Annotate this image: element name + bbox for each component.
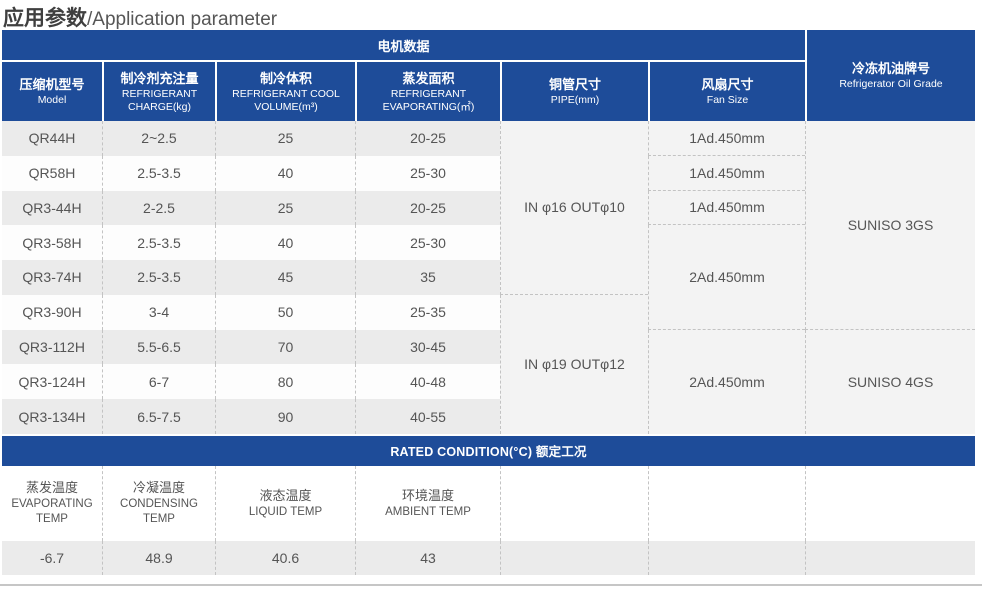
fan-cell: 1Ad.450mm	[648, 190, 805, 226]
evaporating-cell: 25-30	[355, 155, 500, 191]
page-title-en: /Application parameter	[87, 9, 278, 30]
charge-cell: 2.5-3.5	[102, 155, 215, 191]
rated-header-empty	[805, 465, 975, 541]
table-header: 电机数据 冷冻机油牌号 Refrigerator Oil Grade 压缩机型号…	[2, 30, 975, 121]
col-header-charge-en: REFRIGERANT CHARGE(kg)	[121, 87, 198, 113]
rated-header-liquid: 液态温度 LIQUID TEMP	[215, 465, 355, 541]
charge-cell: 2~2.5	[102, 121, 215, 156]
col-header-evaporating: 蒸发面积 REFRIGERANT EVAPORATING(㎡)	[355, 60, 500, 121]
model-cell: QR3-134H	[2, 399, 102, 434]
rated-condition-banner: RATED CONDITION(°C) 额定工况	[2, 433, 975, 466]
oil-grade-cell-group2: SUNISO 4GS	[805, 329, 975, 434]
volume-cell: 45	[215, 260, 355, 295]
fan-cell: 1Ad.450mm	[648, 121, 805, 156]
rated-header-ambient-en: AMBIENT TEMP	[385, 505, 471, 518]
evaporating-cell: 35	[355, 260, 500, 295]
volume-cell: 70	[215, 329, 355, 365]
volume-cell: 25	[215, 190, 355, 226]
rated-header-empty	[500, 465, 648, 541]
charge-cell: 3-4	[102, 294, 215, 330]
col-header-volume-zh: 制冷体积	[259, 70, 312, 86]
evaporating-cell: 25-30	[355, 225, 500, 261]
rated-value-empty	[648, 540, 805, 575]
evaporating-cell: 25-35	[355, 294, 500, 330]
rated-value-liquid: 40.6	[215, 540, 355, 575]
fan-cell-group1: 2Ad.450mm	[648, 225, 805, 330]
rated-header-evaporating: 蒸发温度 EVAPORATING TEMP	[2, 465, 102, 541]
model-cell: QR3-44H	[2, 190, 102, 226]
pipe-cell-group2: IN φ19 OUTφ12	[500, 294, 648, 434]
volume-cell: 25	[215, 121, 355, 156]
col-header-model-zh: 压缩机型号	[19, 77, 85, 92]
rated-header-condensing-zh: 冷凝温度	[132, 480, 185, 496]
col-header-evaporating-en: REFRIGERANT EVAPORATING(㎡)	[382, 87, 475, 113]
col-header-charge: 制冷剂充注量 REFRIGERANT CHARGE(kg)	[102, 60, 215, 121]
col-header-evaporating-zh: 蒸发面积	[402, 70, 455, 86]
rated-header-evaporating-zh: 蒸发温度	[25, 480, 78, 496]
col-header-fan: 风扇尺寸 Fan Size	[648, 60, 805, 121]
motor-data-group-header: 电机数据	[377, 38, 430, 54]
charge-cell: 6-7	[102, 364, 215, 400]
rated-condition-table: 蒸发温度 EVAPORATING TEMP 冷凝温度 CONDENSING TE…	[2, 465, 975, 575]
evaporating-cell: 30-45	[355, 329, 500, 365]
evaporating-cell: 20-25	[355, 190, 500, 226]
rated-header-condensing: 冷凝温度 CONDENSING TEMP	[102, 465, 215, 541]
charge-cell: 6.5-7.5	[102, 399, 215, 434]
rated-value-ambient: 43	[355, 540, 500, 575]
charge-cell: 5.5-6.5	[102, 329, 215, 365]
charge-cell: 2.5-3.5	[102, 260, 215, 295]
rated-header-liquid-en: LIQUID TEMP	[248, 505, 323, 518]
col-header-model: 压缩机型号 Model	[2, 60, 102, 121]
pipe-cell-group1: IN φ16 OUTφ10	[500, 121, 648, 295]
volume-cell: 50	[215, 294, 355, 330]
rated-header-ambient-zh: 环境温度	[401, 487, 454, 503]
application-parameter-table: 电机数据 冷冻机油牌号 Refrigerator Oil Grade 压缩机型号…	[2, 30, 975, 575]
col-header-pipe-en: PIPE(mm)	[550, 94, 600, 106]
model-cell: QR3-90H	[2, 294, 102, 330]
model-cell: QR44H	[2, 121, 102, 156]
model-cell: QR3-112H	[2, 329, 102, 365]
evaporating-cell: 40-48	[355, 364, 500, 400]
volume-cell: 90	[215, 399, 355, 434]
rated-value-condensing: 48.9	[102, 540, 215, 575]
col-header-fan-zh: 风扇尺寸	[701, 77, 754, 92]
rated-value-empty	[500, 540, 648, 575]
evaporating-cell: 40-55	[355, 399, 500, 434]
volume-cell: 40	[215, 225, 355, 261]
volume-cell: 40	[215, 155, 355, 191]
model-cell: QR58H	[2, 155, 102, 191]
col-header-fan-en: Fan Size	[706, 94, 749, 106]
charge-cell: 2.5-3.5	[102, 225, 215, 261]
col-header-model-en: Model	[37, 94, 67, 106]
model-cell: QR3-124H	[2, 364, 102, 400]
page-title-zh: 应用参数	[3, 7, 87, 30]
charge-cell: 2-2.5	[102, 190, 215, 226]
table-body: QR44H 2~2.5 25 20-25 QR58H 2.5-3.5 40 25…	[2, 121, 975, 434]
rated-value-evaporating: -6.7	[2, 540, 102, 575]
volume-cell: 80	[215, 364, 355, 400]
page-title: 应用参数/Application parameter	[0, 0, 982, 30]
fan-cell-group2: 2Ad.450mm	[648, 329, 805, 434]
fan-cell: 1Ad.450mm	[648, 155, 805, 191]
col-header-oil-zh: 冷冻机油牌号	[851, 61, 930, 76]
model-cell: QR3-74H	[2, 260, 102, 295]
model-cell: QR3-58H	[2, 225, 102, 261]
rated-value-empty	[805, 540, 975, 575]
rated-header-condensing-en: CONDENSING TEMP	[120, 498, 198, 526]
rated-header-evaporating-en: EVAPORATING TEMP	[11, 498, 93, 526]
col-header-charge-zh: 制冷剂充注量	[120, 70, 199, 86]
col-header-pipe-zh: 铜管尺寸	[548, 77, 601, 92]
evaporating-cell: 20-25	[355, 121, 500, 156]
col-header-volume: 制冷体积 REFRIGERANT COOL VOLUME(m³)	[215, 60, 355, 121]
bottom-divider	[0, 583, 982, 586]
col-header-pipe: 铜管尺寸 PIPE(mm)	[500, 60, 648, 121]
col-header-oil-en: Refrigerator Oil Grade	[839, 78, 943, 90]
col-header-oil-grade: 冷冻机油牌号 Refrigerator Oil Grade	[805, 30, 975, 121]
rated-header-ambient: 环境温度 AMBIENT TEMP	[355, 465, 500, 541]
oil-grade-cell-group1: SUNISO 3GS	[805, 121, 975, 330]
rated-header-liquid-zh: 液态温度	[259, 487, 312, 503]
rated-header-empty	[648, 465, 805, 541]
col-header-volume-en: REFRIGERANT COOL VOLUME(m³)	[232, 87, 340, 113]
